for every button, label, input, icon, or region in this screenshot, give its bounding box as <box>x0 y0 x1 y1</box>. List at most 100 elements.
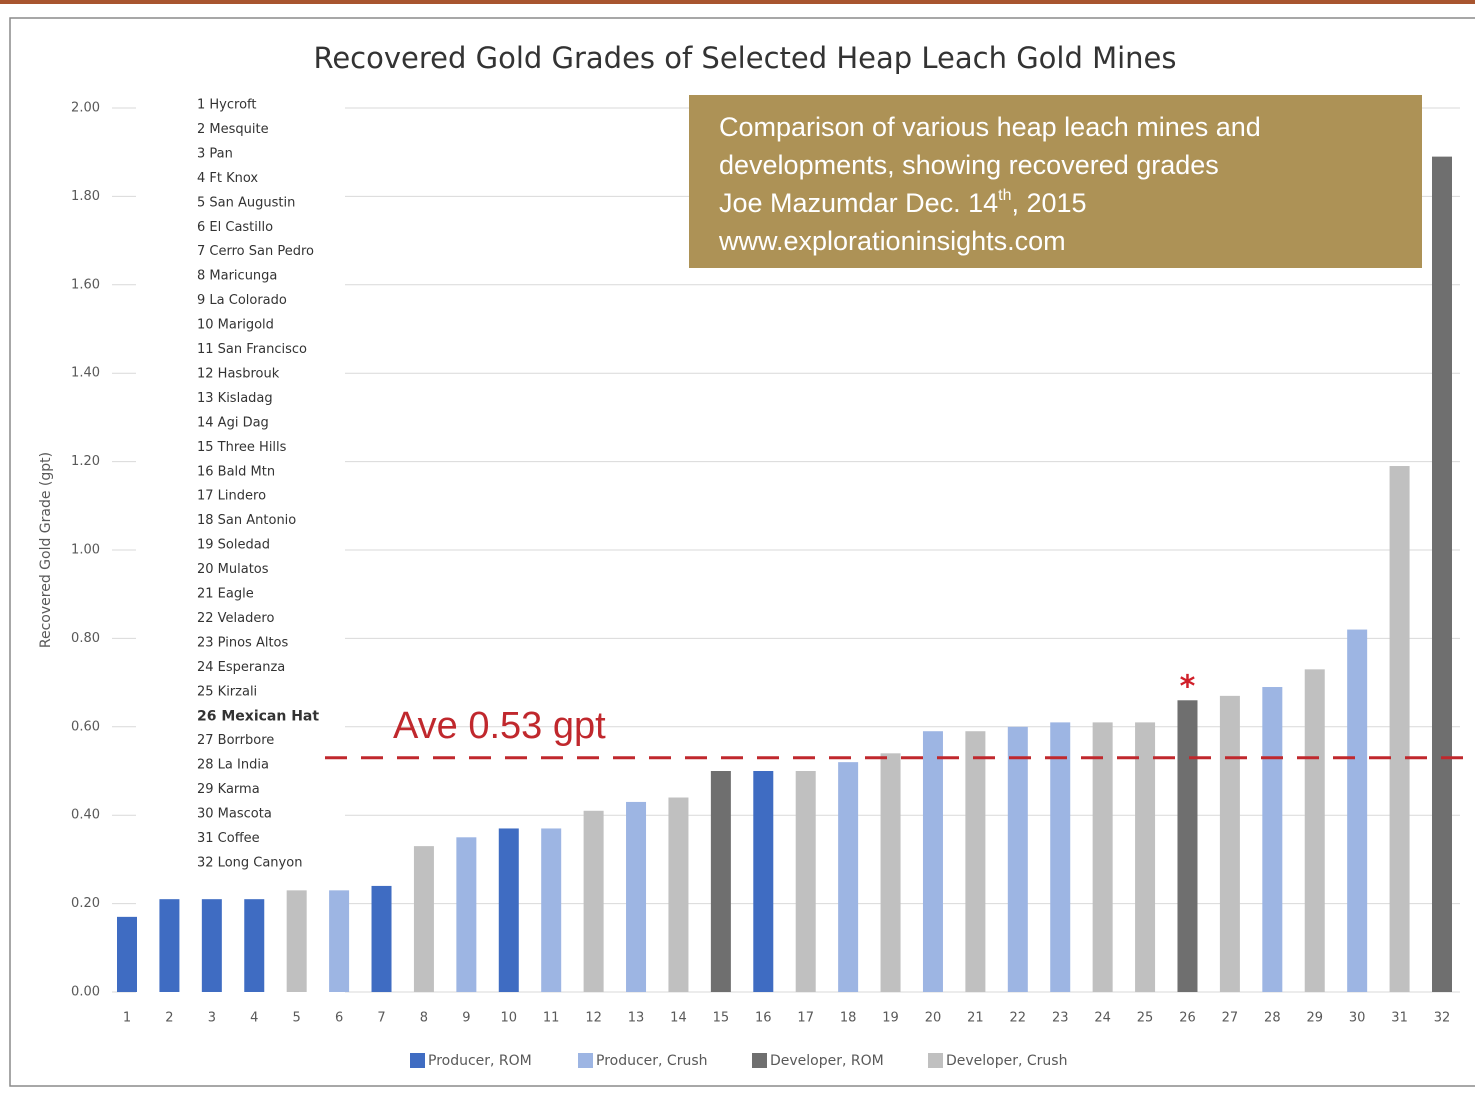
y-tick-label: 1.00 <box>71 543 100 558</box>
x-tick-label: 13 <box>628 1011 645 1026</box>
bar <box>710 771 731 992</box>
bar <box>1432 156 1452 992</box>
mine-label: 21 Eagle <box>197 587 254 602</box>
note-line: Joe Mazumdar Dec. 14th, 2015 <box>719 187 1087 218</box>
bar <box>201 899 222 992</box>
mine-label: 20 Mulatos <box>197 562 269 577</box>
legend-label: Developer, Crush <box>946 1053 1067 1069</box>
y-tick-label: 2.00 <box>71 101 100 116</box>
mine-label: 28 La India <box>197 758 269 773</box>
bar <box>753 771 774 992</box>
mine-label: 3 Pan <box>197 146 233 161</box>
x-tick-label: 27 <box>1222 1011 1239 1026</box>
note-text: Joe Mazumdar Dec. 14 <box>719 188 998 218</box>
note-line: Comparison of various heap leach mines a… <box>719 112 1261 142</box>
average-label: Ave 0.53 gpt <box>393 705 606 747</box>
mine-label: 4 Ft Knox <box>197 171 258 186</box>
legend-label: Producer, ROM <box>428 1053 532 1069</box>
x-tick-label: 5 <box>293 1011 301 1026</box>
legend-label: Producer, Crush <box>596 1053 708 1069</box>
bar <box>1092 722 1113 992</box>
bar <box>1050 722 1071 992</box>
mine-label: 14 Agi Dag <box>197 415 269 430</box>
x-tick-label: 21 <box>967 1011 984 1026</box>
mine-label: 1 Hycroft <box>197 98 256 113</box>
mine-label: 2 Mesquite <box>197 122 269 137</box>
mine-label: 30 Mascota <box>197 807 272 822</box>
x-tick-label: 22 <box>1010 1011 1027 1026</box>
y-tick-label: 0.00 <box>71 985 100 1000</box>
mine-label: 22 Veladero <box>197 611 274 626</box>
bar <box>1304 669 1325 992</box>
y-tick-label: 1.80 <box>71 189 100 204</box>
bar <box>159 899 180 992</box>
mine-label: 11 San Francisco <box>197 342 307 357</box>
mine-label: 31 Coffee <box>197 831 260 846</box>
mine-label: 7 Cerro San Pedro <box>197 244 314 259</box>
bar <box>583 810 604 992</box>
legend-swatch <box>752 1053 767 1068</box>
x-tick-label: 32 <box>1434 1011 1451 1026</box>
y-tick-label: 1.40 <box>71 366 100 381</box>
bar <box>244 899 265 992</box>
asterisk: * <box>1180 670 1196 705</box>
y-tick-label: 0.60 <box>71 719 100 734</box>
bar <box>1135 722 1156 992</box>
bar <box>498 828 519 992</box>
legend-swatch <box>928 1053 943 1068</box>
mine-label: 25 Kirzali <box>197 684 257 699</box>
y-tick-label: 1.60 <box>71 277 100 292</box>
bar <box>541 828 562 992</box>
mine-label: 32 Long Canyon <box>197 855 302 870</box>
mine-label: 27 Borrbore <box>197 733 274 748</box>
x-tick-label: 15 <box>713 1011 730 1026</box>
bars: 1 2 3 4 5 6 7 8 9 10 11 12 13 14 15 16 17 18 19 20 21 22 23 24 2… <box>117 156 1452 1026</box>
mine-label: 6 El Castillo <box>197 220 273 235</box>
bar <box>456 837 477 992</box>
mine-list: 1 Hycroft 2 Mesquite 3 Pan 4 Ft Knox 5 San A… <box>197 98 319 871</box>
x-tick-label: 18 <box>840 1011 857 1026</box>
mine-label: 12 Hasbrouk <box>197 366 280 381</box>
legend-label: Developer, ROM <box>770 1053 884 1069</box>
mine-label: 16 Bald Mtn <box>197 464 275 479</box>
note-text: , 2015 <box>1011 188 1086 218</box>
bar <box>922 731 943 992</box>
bar <box>965 731 986 992</box>
mine-label: 29 Karma <box>197 782 260 797</box>
mine-label: 5 San Augustin <box>197 195 295 210</box>
x-tick-label: 17 <box>797 1011 814 1026</box>
note-line: www.explorationinsights.com <box>718 226 1066 256</box>
x-tick-label: 25 <box>1137 1011 1154 1026</box>
mine-label: 9 La Colorado <box>197 293 287 308</box>
x-tick-label: 6 <box>335 1011 343 1026</box>
x-tick-label: 12 <box>585 1011 602 1026</box>
bar <box>371 885 392 992</box>
legend: Producer, ROM Producer, Crush Developer, R… <box>410 1053 1067 1069</box>
y-axis-title: Recovered Gold Grade (gpt) <box>38 452 54 648</box>
y-tick-label: 0.80 <box>71 631 100 646</box>
mine-label: 19 Soledad <box>197 538 270 553</box>
legend-swatch <box>410 1053 425 1068</box>
x-tick-label: 20 <box>925 1011 942 1026</box>
bar <box>117 916 137 992</box>
mine-label: 10 Marigold <box>197 318 274 333</box>
bar <box>668 797 689 992</box>
bar <box>329 890 350 992</box>
bar <box>1347 629 1368 992</box>
y-tick-label: 0.40 <box>71 808 100 823</box>
x-tick-label: 28 <box>1264 1011 1281 1026</box>
bar <box>795 771 816 992</box>
x-tick-label: 16 <box>755 1011 772 1026</box>
x-tick-label: 11 <box>543 1011 560 1026</box>
x-tick-label: 2 <box>165 1011 173 1026</box>
x-tick-label: 7 <box>377 1011 385 1026</box>
x-tick-label: 10 <box>501 1011 518 1026</box>
bar <box>413 846 434 992</box>
mine-label: 17 Lindero <box>197 489 266 504</box>
mine-label: 8 Maricunga <box>197 269 277 284</box>
bar <box>1389 466 1410 992</box>
mine-label: 18 San Antonio <box>197 513 296 528</box>
mine-label: 26 Mexican Hat <box>197 708 319 724</box>
mine-label: 24 Esperanza <box>197 660 285 675</box>
